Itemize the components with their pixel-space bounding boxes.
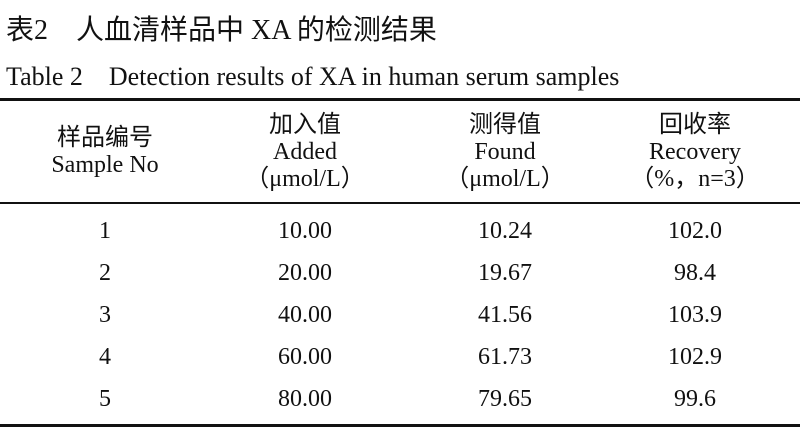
header-cell: 加入值 [269,112,341,138]
table-cell: 102.0 [668,218,722,244]
table-cell: 1 [99,218,111,244]
table-cell: 103.9 [668,302,722,328]
title-cn: 表2 人血清样品中 XA 的检测结果 [6,15,437,46]
table-cell: 102.9 [668,344,722,370]
header-cell: Sample No [51,152,159,178]
bottom-rule [0,424,800,427]
table-cell: 2 [99,260,111,286]
header-cell: （μmol/L） [245,166,365,192]
header-cell: （%，n=3） [630,166,760,192]
table-cell: 19.67 [478,260,532,286]
table-cell: 4 [99,344,111,370]
table-cell: 98.4 [674,260,716,286]
table-cell: 41.56 [478,302,532,328]
header-cell: （μmol/L） [445,166,565,192]
top-rule [0,98,800,101]
header-cell: Recovery [649,139,741,165]
table-cell: 10.00 [278,218,332,244]
header-cell: Found [474,139,536,165]
header-cell: Added [273,139,337,165]
title-en: Table 2 Detection results of XA in human… [6,62,620,91]
table-cell: 5 [99,386,111,412]
table-cell: 3 [99,302,111,328]
table-cell: 40.00 [278,302,332,328]
table-cell: 61.73 [478,344,532,370]
header-rule [0,202,800,204]
table-cell: 79.65 [478,386,532,412]
table-cell: 20.00 [278,260,332,286]
table-cell: 10.24 [478,218,532,244]
header-cell: 回收率 [659,112,731,138]
table-cell: 99.6 [674,386,716,412]
table-cell: 80.00 [278,386,332,412]
header-cell: 样品编号 [57,125,153,151]
header-cell: 测得值 [469,112,541,138]
table-cell: 60.00 [278,344,332,370]
